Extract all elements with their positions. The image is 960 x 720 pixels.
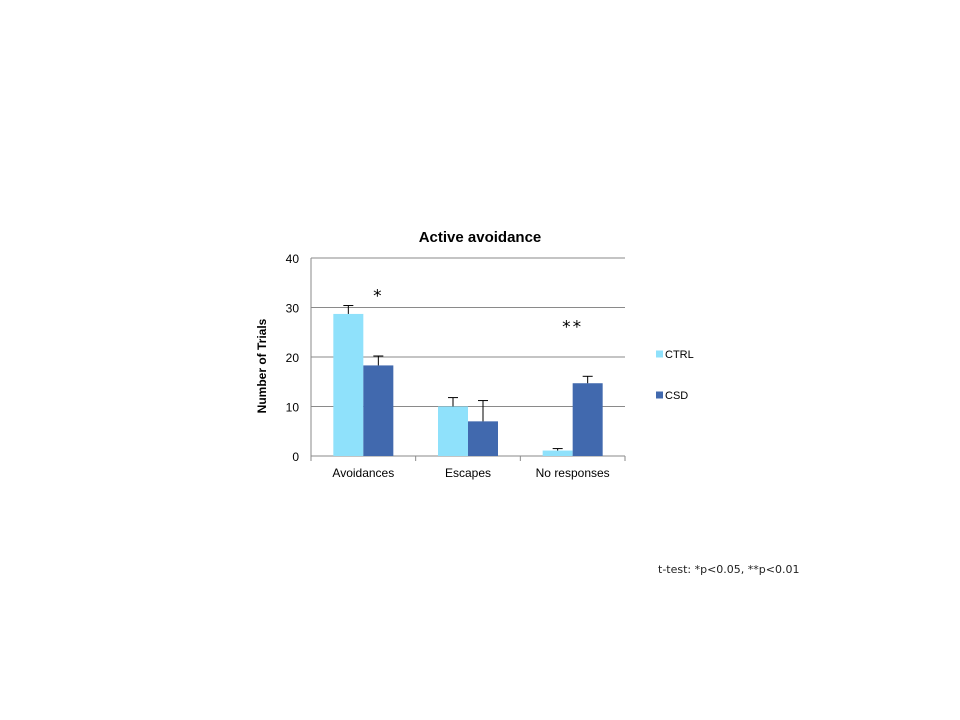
y-tick-label: 40: [286, 252, 300, 266]
significance-marker: **: [562, 317, 583, 337]
significance-marker: *: [373, 287, 384, 307]
x-tick-label: No responses: [536, 466, 610, 480]
x-tick-labels: Avoidances Escapes No responses: [332, 466, 609, 480]
bar-ctrl-1: [438, 406, 468, 456]
bar-ctrl-0: [333, 313, 364, 456]
y-tick-label: 20: [286, 351, 300, 365]
chart-title: Active avoidance: [419, 229, 542, 246]
bar-ctrl-2: [542, 450, 573, 456]
x-tick-label: Escapes: [445, 466, 491, 480]
y-tick-label: 10: [286, 401, 300, 415]
footnote: t-test: *p<0.05, **p<0.01: [658, 563, 800, 576]
x-tick-label: Avoidances: [332, 466, 394, 480]
significance-markers: ***: [373, 287, 583, 338]
bars: [333, 313, 603, 456]
legend-label-csd: CSD: [665, 390, 688, 402]
y-tick-label: 0: [292, 450, 299, 464]
y-tick-label: 30: [286, 302, 300, 316]
bar-csd-2: [572, 383, 603, 456]
legend-label-ctrl: CTRL: [665, 349, 694, 361]
legend-swatch-ctrl: [656, 350, 663, 358]
legend: CTRL CSD: [656, 349, 694, 402]
bar-csd-0: [363, 365, 394, 456]
y-axis-label: Number of Trials: [255, 318, 269, 413]
bar-csd-1: [468, 421, 498, 456]
y-tick-labels: 0 10 20 30 40: [286, 252, 300, 464]
legend-swatch-csd: [656, 391, 663, 399]
error-bars: [343, 305, 593, 451]
